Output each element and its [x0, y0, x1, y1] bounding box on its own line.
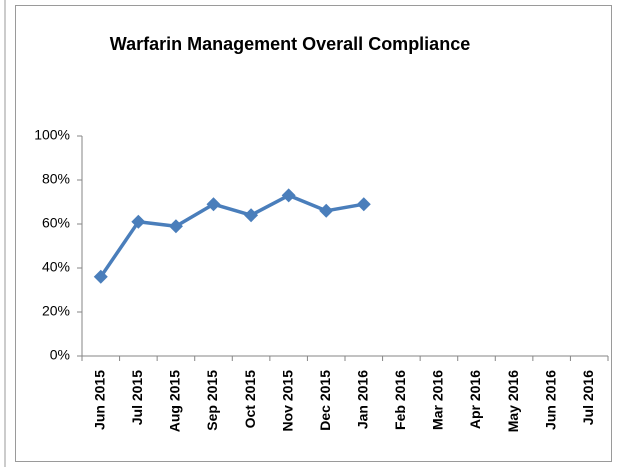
- x-tick-label: Sep 2015: [204, 370, 220, 431]
- data-point: [356, 197, 371, 212]
- x-tick-label: Feb 2016: [392, 370, 408, 430]
- data-point: [206, 197, 221, 212]
- x-tick-label: Apr 2016: [467, 370, 483, 429]
- data-point: [281, 188, 296, 203]
- x-tick-label: May 2016: [505, 370, 521, 432]
- data-point: [319, 203, 334, 218]
- chart-title: Warfarin Management Overall Compliance: [110, 34, 470, 54]
- x-tick-label: Oct 2015: [242, 370, 258, 429]
- y-tick-label: 20%: [42, 303, 70, 319]
- data-point: [131, 214, 146, 229]
- chart-frame: [15, 5, 612, 462]
- y-tick-label: 100%: [34, 127, 70, 143]
- x-tick-label: Jun 2015: [91, 370, 107, 430]
- y-tick-label: 0%: [50, 347, 70, 363]
- x-tick-label: Jul 2016: [580, 370, 596, 425]
- x-tick-label: Jan 2016: [354, 370, 370, 429]
- x-tick-label: Jul 2015: [129, 370, 145, 425]
- data-point: [168, 219, 183, 234]
- data-point: [93, 269, 108, 284]
- x-tick-label: Aug 2015: [167, 370, 183, 432]
- x-tick-label: Jun 2016: [542, 370, 558, 430]
- x-tick-label: Dec 2015: [317, 370, 333, 431]
- x-tick-label: Mar 2016: [430, 370, 446, 430]
- y-tick-label: 80%: [42, 171, 70, 187]
- data-point: [244, 208, 259, 223]
- x-tick-label: Nov 2015: [279, 370, 295, 432]
- y-tick-label: 60%: [42, 215, 70, 231]
- y-tick-label: 40%: [42, 259, 70, 275]
